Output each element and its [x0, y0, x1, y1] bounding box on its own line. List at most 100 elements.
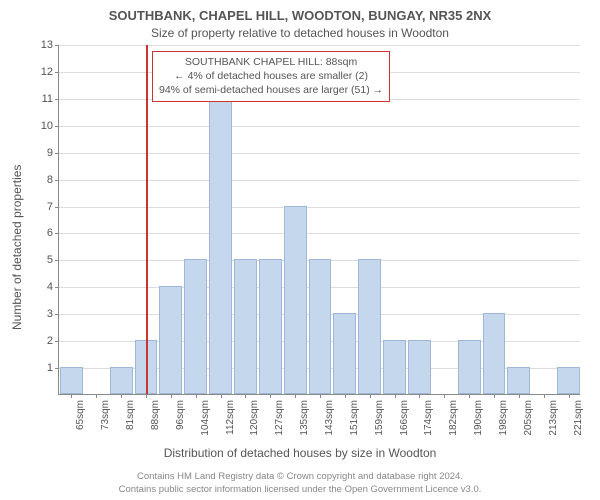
- bar: [234, 259, 257, 394]
- x-tick-label: 159sqm: [374, 400, 385, 436]
- y-tick-label: 4: [47, 281, 53, 293]
- gridline: [59, 126, 580, 127]
- x-tick-label: 73sqm: [100, 400, 111, 430]
- y-tick-mark: [55, 341, 59, 342]
- y-tick-mark: [55, 99, 59, 100]
- x-tick-mark: [196, 394, 197, 398]
- y-tick-mark: [55, 126, 59, 127]
- x-tick-mark: [270, 394, 271, 398]
- bar: [159, 286, 182, 394]
- x-tick-mark: [146, 394, 147, 398]
- y-tick-label: 12: [41, 66, 53, 78]
- y-tick-label: 2: [47, 335, 53, 347]
- y-tick-label: 7: [47, 201, 53, 213]
- x-tick-mark: [544, 394, 545, 398]
- bar: [60, 367, 83, 394]
- x-tick-label: 174sqm: [423, 400, 434, 436]
- x-tick-mark: [370, 394, 371, 398]
- x-tick-mark: [96, 394, 97, 398]
- gridline: [59, 207, 580, 208]
- gridline: [59, 233, 580, 234]
- y-tick-label: 3: [47, 308, 53, 320]
- x-tick-mark: [469, 394, 470, 398]
- x-tick-label: 65sqm: [75, 400, 86, 430]
- x-tick-label: 221sqm: [573, 400, 584, 436]
- x-tick-mark: [494, 394, 495, 398]
- x-tick-mark: [121, 394, 122, 398]
- bar: [333, 313, 356, 394]
- x-tick-mark: [519, 394, 520, 398]
- x-tick-label: 198sqm: [498, 400, 509, 436]
- x-tick-label: 81sqm: [125, 400, 136, 430]
- x-tick-mark: [569, 394, 570, 398]
- x-tick-mark: [419, 394, 420, 398]
- y-tick-mark: [55, 45, 59, 46]
- y-tick-mark: [55, 180, 59, 181]
- gridline: [59, 153, 580, 154]
- bar: [309, 259, 332, 394]
- x-tick-label: 151sqm: [349, 400, 360, 436]
- marker-line: [146, 45, 148, 394]
- x-tick-label: 96sqm: [175, 400, 186, 430]
- x-tick-label: 213sqm: [548, 400, 559, 436]
- x-tick-mark: [295, 394, 296, 398]
- bar: [358, 259, 381, 394]
- y-tick-mark: [55, 153, 59, 154]
- x-axis-label: Distribution of detached houses by size …: [0, 446, 600, 460]
- y-tick-mark: [55, 72, 59, 73]
- plot-area: 1234567891011121365sqm73sqm81sqm88sqm96s…: [58, 45, 580, 395]
- x-tick-mark: [395, 394, 396, 398]
- x-tick-label: 127sqm: [274, 400, 285, 436]
- y-tick-mark: [55, 207, 59, 208]
- x-tick-label: 190sqm: [473, 400, 484, 436]
- y-tick-label: 6: [47, 227, 53, 239]
- y-tick-label: 5: [47, 254, 53, 266]
- bar: [184, 259, 207, 394]
- bar: [284, 206, 307, 394]
- bar: [209, 98, 232, 394]
- x-tick-label: 104sqm: [200, 400, 211, 436]
- x-tick-label: 112sqm: [225, 400, 236, 435]
- y-tick-mark: [55, 314, 59, 315]
- y-tick-label: 9: [47, 147, 53, 159]
- bar: [483, 313, 506, 394]
- x-tick-mark: [444, 394, 445, 398]
- marker-annotation: SOUTHBANK CHAPEL HILL: 88sqm← 4% of deta…: [152, 51, 390, 102]
- y-tick-label: 8: [47, 174, 53, 186]
- chart-container: SOUTHBANK, CHAPEL HILL, WOODTON, BUNGAY,…: [0, 0, 600, 500]
- y-tick-label: 10: [41, 120, 53, 132]
- chart-title: SOUTHBANK, CHAPEL HILL, WOODTON, BUNGAY,…: [0, 8, 600, 23]
- gridline: [59, 45, 580, 46]
- y-tick-label: 1: [47, 362, 53, 374]
- footnote-line2: Contains public sector information licen…: [119, 484, 482, 495]
- x-tick-label: 166sqm: [399, 400, 410, 436]
- y-tick-mark: [55, 260, 59, 261]
- bar: [408, 340, 431, 394]
- x-tick-mark: [71, 394, 72, 398]
- x-tick-mark: [320, 394, 321, 398]
- bar: [383, 340, 406, 394]
- y-tick-label: 13: [41, 39, 53, 51]
- x-tick-label: 120sqm: [249, 400, 260, 436]
- y-tick-mark: [55, 233, 59, 234]
- chart-subtitle: Size of property relative to detached ho…: [0, 26, 600, 40]
- y-tick-mark: [55, 287, 59, 288]
- x-tick-label: 143sqm: [324, 400, 335, 436]
- gridline: [59, 180, 580, 181]
- bar: [259, 259, 282, 394]
- footnote: Contains HM Land Registry data © Crown c…: [0, 471, 600, 496]
- x-tick-label: 135sqm: [299, 400, 310, 436]
- bar: [557, 367, 580, 394]
- bar: [507, 367, 530, 394]
- x-tick-label: 88sqm: [150, 400, 161, 430]
- footnote-line1: Contains HM Land Registry data © Crown c…: [137, 471, 463, 482]
- y-axis-label: Number of detached properties: [10, 165, 24, 330]
- x-tick-mark: [245, 394, 246, 398]
- x-tick-mark: [345, 394, 346, 398]
- bar: [110, 367, 133, 394]
- x-tick-label: 182sqm: [448, 400, 459, 436]
- x-tick-mark: [171, 394, 172, 398]
- y-tick-mark: [55, 368, 59, 369]
- bar: [458, 340, 481, 394]
- x-tick-mark: [221, 394, 222, 398]
